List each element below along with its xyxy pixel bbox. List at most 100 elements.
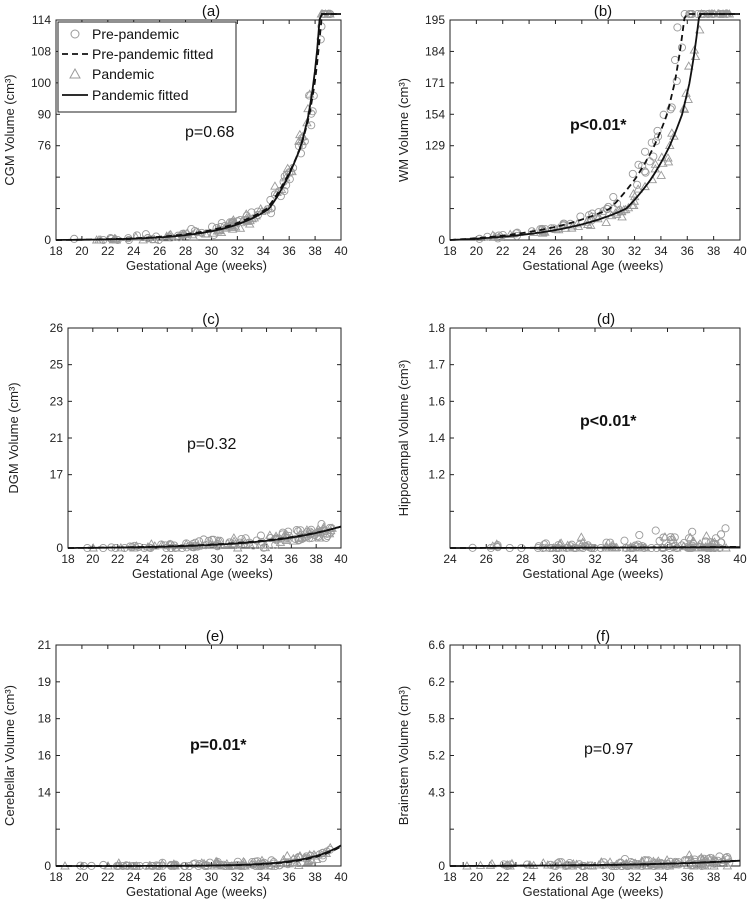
y-tick-label: 16 xyxy=(38,749,52,763)
point-pre-pandemic xyxy=(599,207,608,216)
point-pandemic xyxy=(282,163,293,173)
plot-frame xyxy=(449,19,741,241)
x-tick-label: 22 xyxy=(101,870,115,884)
x-tick-label: 40 xyxy=(733,244,747,258)
x-tick-label: 18 xyxy=(49,870,63,884)
point-pre-pandemic xyxy=(688,527,697,536)
point-pandemic xyxy=(485,860,496,869)
x-tick-label: 30 xyxy=(602,244,616,258)
plot-frame xyxy=(55,19,342,241)
p-value-label: p=0.01* xyxy=(190,737,247,754)
point-pandemic xyxy=(688,536,698,545)
x-tick-label: 24 xyxy=(127,244,141,258)
point-pandemic xyxy=(314,533,324,542)
y-tick-label: 23 xyxy=(50,394,64,408)
x-tick-label: 40 xyxy=(334,552,348,566)
y-tick-label: 17 xyxy=(50,468,64,482)
point-pre-pandemic xyxy=(651,526,660,535)
x-tick-label: 38 xyxy=(707,870,721,884)
point-pre-pandemic xyxy=(99,860,108,870)
point-pre-pandemic xyxy=(654,132,663,141)
y-tick-label: 0 xyxy=(438,233,445,247)
point-pre-pandemic xyxy=(247,208,256,217)
x-tick-label: 22 xyxy=(496,870,510,884)
point-pandemic xyxy=(571,859,582,868)
x-tick-label: 18 xyxy=(443,244,457,258)
y-axis-label: Cerebellar Volume (cm³) xyxy=(2,685,17,826)
fit-pre-pandemic xyxy=(56,13,341,241)
point-pre-pandemic xyxy=(655,536,664,546)
point-pre-pandemic xyxy=(305,91,314,100)
point-pre-pandemic xyxy=(208,222,217,231)
point-pandemic xyxy=(138,235,148,244)
panel-title: (d) xyxy=(597,311,615,328)
point-pre-pandemic xyxy=(633,180,642,189)
panel-b: 18 20 22 24 26 28 30 32 34 36 38 40 0 129 154 171 184 195… xyxy=(396,3,747,273)
panel-f: 18 20 22 24 26 28 30 32 34 36 38 40 0 4.3 5.2 5.8 6.2 6.6… xyxy=(396,628,747,899)
p-value-label: p<0.01* xyxy=(580,413,637,430)
point-pre-pandemic xyxy=(634,160,643,169)
y-tick-label: 0 xyxy=(56,541,63,555)
y-axis-label: Hippocampal Volume (cm³) xyxy=(396,360,411,517)
y-tick-label: 0 xyxy=(438,859,445,873)
point-pandemic xyxy=(660,858,671,867)
point-pre-pandemic xyxy=(523,860,532,869)
y-tick-label: 129 xyxy=(425,139,445,153)
x-tick-label: 34 xyxy=(625,552,639,566)
y-tick-label: 154 xyxy=(425,107,445,121)
x-tick-label: 36 xyxy=(283,870,297,884)
fit-pandemic xyxy=(450,546,740,549)
x-axis-label: Gestational Age (weeks) xyxy=(132,566,273,581)
point-pandemic xyxy=(664,140,675,150)
y-tick-label: 5.2 xyxy=(428,749,445,763)
point-pre-pandemic xyxy=(292,525,301,535)
point-pre-pandemic xyxy=(199,535,208,544)
x-tick-label: 40 xyxy=(334,870,348,884)
point-pre-pandemic xyxy=(234,540,243,549)
point-pandemic xyxy=(683,61,694,70)
x-tick-label: 38 xyxy=(308,870,322,884)
point-pre-pandemic xyxy=(645,157,654,166)
y-tick-label: 6.2 xyxy=(428,675,445,689)
point-pandemic xyxy=(650,159,661,168)
x-tick-label: 18 xyxy=(61,552,75,566)
point-pre-pandemic xyxy=(171,543,180,553)
point-pandemic xyxy=(556,538,566,547)
legend-box xyxy=(57,21,237,113)
x-tick-label: 28 xyxy=(516,552,530,566)
legend-triangle-marker xyxy=(69,67,81,79)
y-tick-label: 171 xyxy=(425,76,445,90)
point-pre-pandemic xyxy=(604,202,613,211)
x-tick-label: 30 xyxy=(210,552,224,566)
y-tick-label: 184 xyxy=(425,44,445,58)
point-pandemic xyxy=(601,217,611,226)
point-pre-pandemic xyxy=(721,524,730,533)
y-tick-label: 21 xyxy=(38,638,52,652)
plot-frame xyxy=(55,644,342,867)
y-tick-label: 4.3 xyxy=(428,785,445,799)
legend-entry-label: Pre-pandemic fitted xyxy=(92,46,213,62)
legend-entry-label: Pandemic xyxy=(92,66,154,82)
point-pandemic xyxy=(502,859,513,869)
y-tick-label: 14 xyxy=(38,785,52,799)
x-tick-label: 26 xyxy=(161,552,175,566)
fit-pandemic xyxy=(56,13,341,241)
y-tick-label: 1.7 xyxy=(428,358,445,372)
point-pre-pandemic xyxy=(317,520,326,529)
point-pandemic xyxy=(637,857,648,866)
point-pandemic xyxy=(585,220,596,229)
point-pandemic xyxy=(169,859,179,868)
point-pre-pandemic xyxy=(715,852,724,861)
point-pre-pandemic xyxy=(652,137,661,146)
y-axis-label: DGM Volume (cm³) xyxy=(6,382,21,493)
x-tick-label: 36 xyxy=(661,552,675,566)
fit-pandemic xyxy=(450,859,741,867)
y-tick-label: 114 xyxy=(32,13,51,27)
point-pandemic xyxy=(295,129,305,139)
point-pre-pandemic xyxy=(724,855,733,864)
point-pre-pandemic xyxy=(189,543,198,552)
plot-frame xyxy=(449,327,741,549)
point-pandemic xyxy=(182,228,192,237)
x-tick-label: 20 xyxy=(470,870,484,884)
